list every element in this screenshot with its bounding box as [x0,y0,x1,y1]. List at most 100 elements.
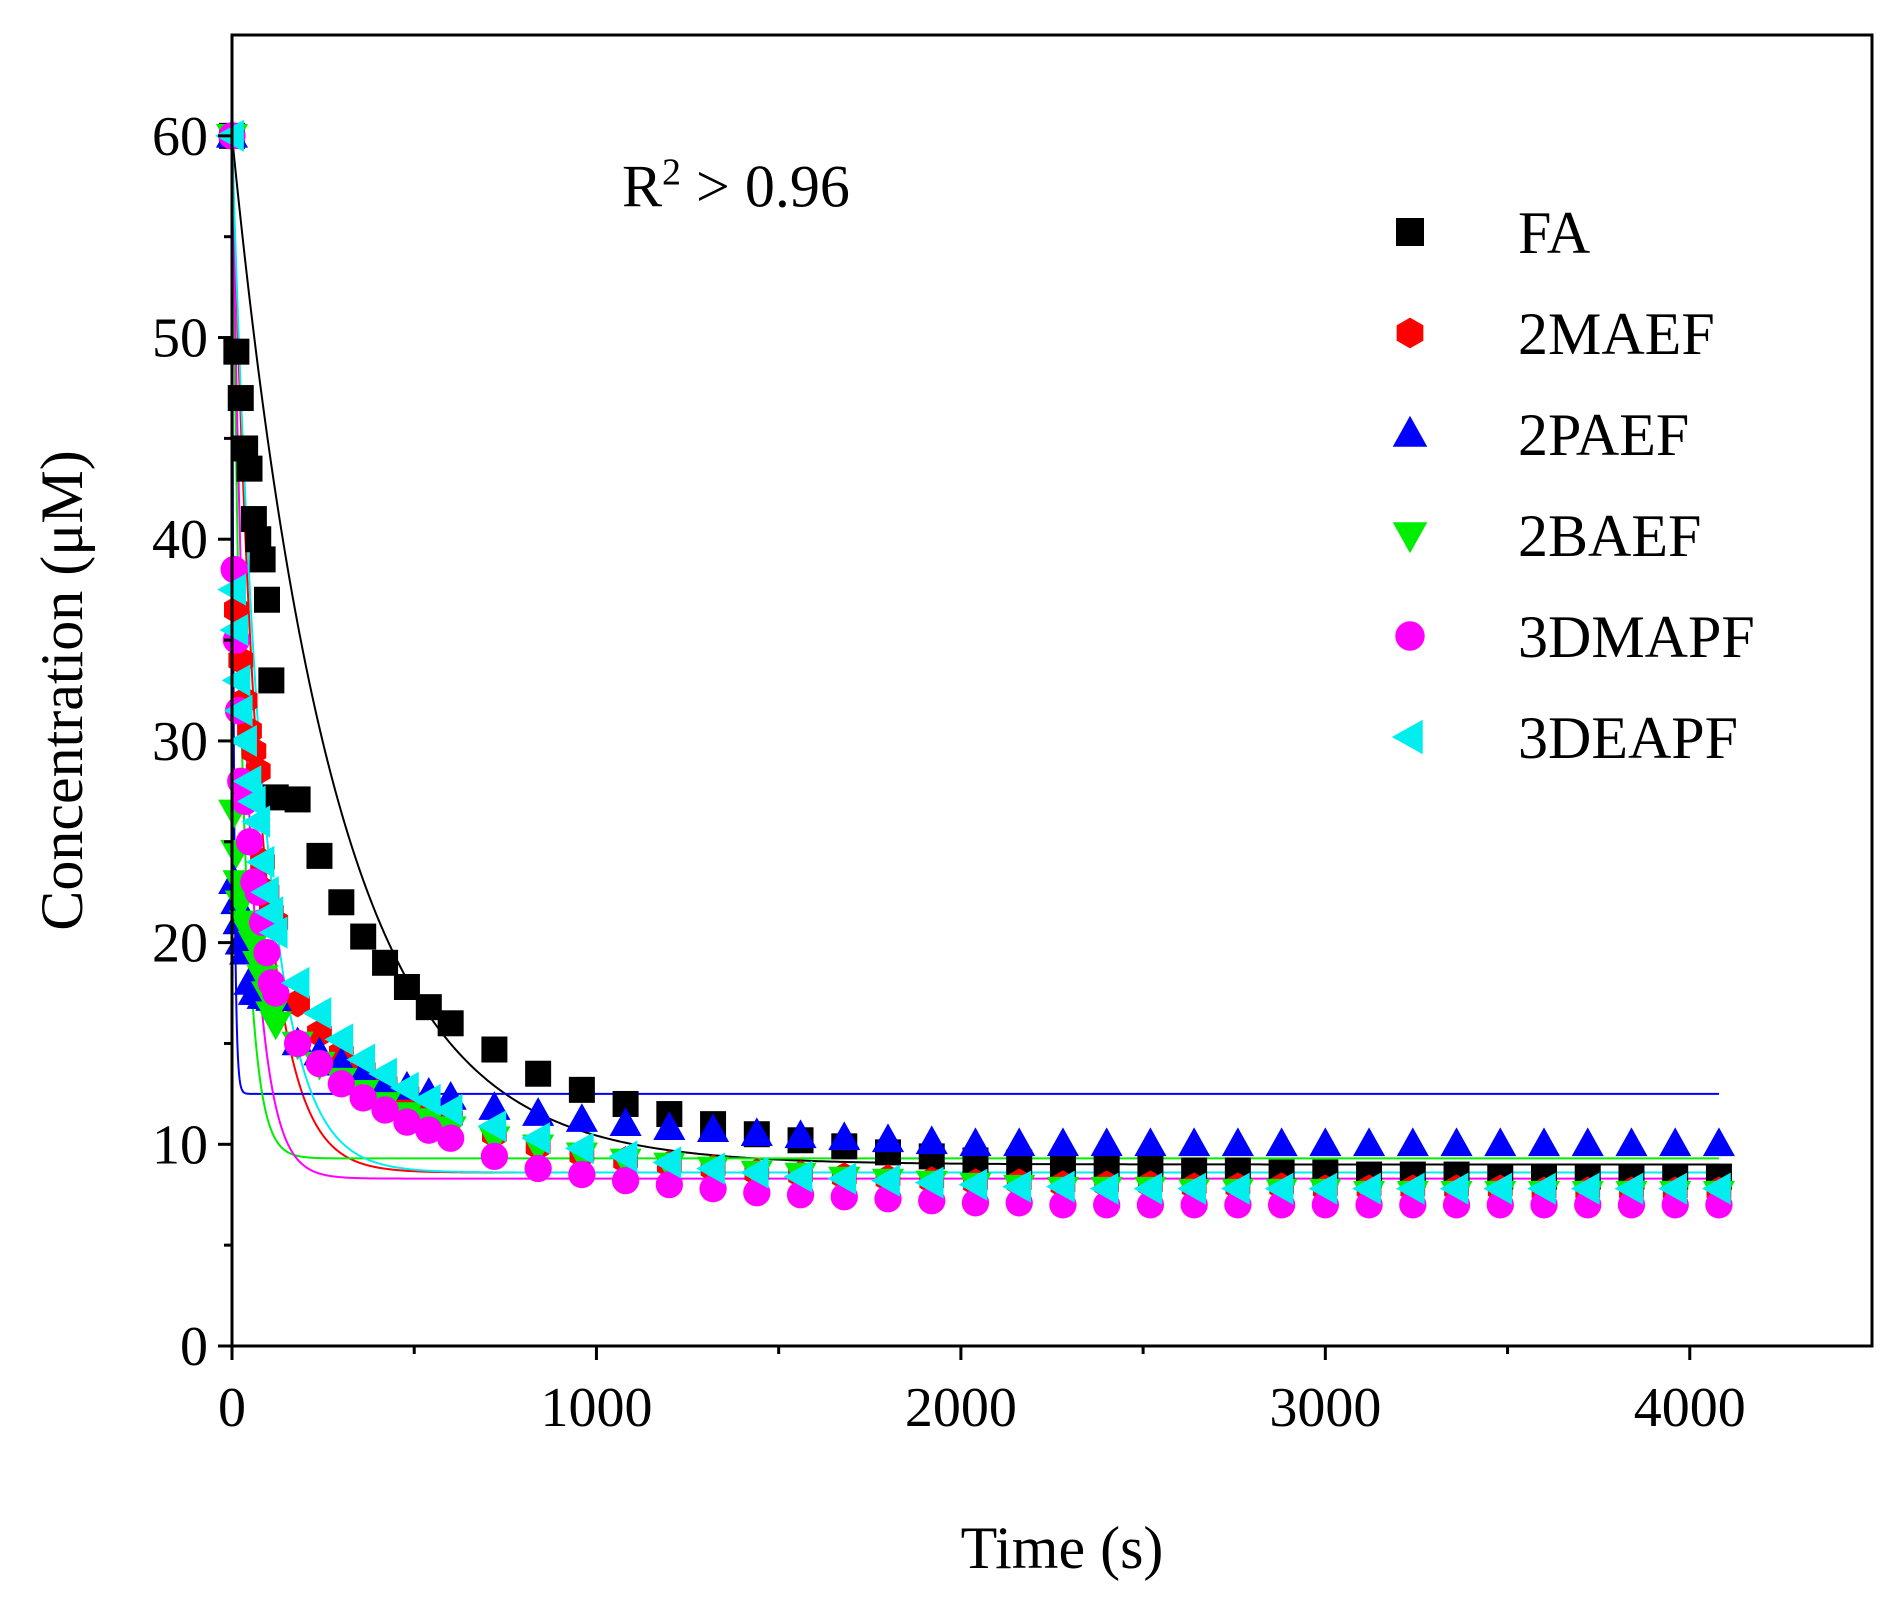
data-point [915,1125,948,1155]
y-tick-label: 30 [152,711,208,773]
data-point [740,1117,773,1147]
data-point [609,1107,642,1136]
data-point [393,1108,421,1136]
data-point [565,1103,598,1132]
y-tick-label: 40 [152,509,208,571]
data-point [1571,1127,1604,1157]
data-point [411,1083,441,1116]
legend-label: 2MAEF [1518,301,1715,367]
data-point [347,1056,380,1086]
data-point [393,973,420,1000]
data-point [1702,1127,1735,1157]
data-point [1090,1127,1123,1157]
data-point [236,785,266,818]
data-point [415,1116,443,1144]
data-point [1178,1127,1211,1157]
data-point [437,1124,465,1152]
legend-item-2baef: 2BAEF [1392,503,1701,569]
data-point [1002,1170,1032,1203]
plot-frame [230,33,1874,1348]
data-point [241,805,271,838]
data-point [258,916,288,949]
data-point [306,842,333,869]
y-tick-label: 0 [180,1316,208,1378]
data-point [258,667,285,694]
x-tick-label: 0 [218,1377,246,1439]
data-point [228,724,257,757]
data-point [346,1043,376,1076]
data-point [1133,1172,1163,1205]
data-point [262,784,289,811]
data-point [415,994,442,1021]
data-point [959,1127,992,1157]
legend-label: 3DMAPF [1518,604,1755,670]
data-point [390,1071,419,1104]
data-point [1527,1172,1556,1205]
series-3dmapf [218,122,1733,1219]
data-point [568,1076,595,1103]
data-point [914,1166,944,1199]
data-point [253,939,281,967]
data-point [1308,1172,1338,1205]
data-point [564,1132,594,1165]
data-point [697,1113,730,1143]
data-point [223,338,250,365]
legend-item-3dmapf: 3DMAPF [1395,604,1755,670]
data-point [235,828,264,856]
fit-curve-2paef [231,135,1719,1095]
data-point [1353,1127,1386,1157]
data-point [699,1175,727,1203]
data-point [524,1154,552,1183]
data-point [249,546,276,573]
x-tick-label: 1000 [540,1377,652,1439]
data-point [655,1170,683,1199]
legend-label: 2BAEF [1518,503,1701,569]
fit-curve-2baef [231,135,1719,1160]
data-point [743,1179,771,1207]
data-point [696,1152,725,1185]
data-point [237,930,270,960]
data-point [305,1049,334,1078]
data-point [652,1146,682,1179]
data-point [1220,1172,1250,1205]
data-point [1570,1172,1600,1205]
series-2baef [215,124,1735,1210]
data-point [1134,1127,1167,1157]
data-point [283,1029,312,1058]
data-point [1614,1172,1644,1205]
data-point [221,664,251,697]
data-point [245,845,275,878]
data-point [1395,1172,1425,1205]
legend-marker [1395,621,1425,651]
data-point [784,1119,817,1149]
data-point [568,1160,596,1189]
series-3deapf [215,119,1731,1205]
data-point [871,1164,900,1197]
data-point [433,1093,463,1127]
data-point [611,1166,640,1195]
series-fa [219,122,1732,1190]
x-tick-label: 3000 [1269,1377,1381,1439]
series-2paef [215,118,1735,1157]
data-point [1089,1172,1119,1205]
legend-marker [1396,317,1424,349]
data-point [1439,1172,1469,1205]
legend-marker [1396,218,1424,246]
data-point [328,889,355,916]
data-point [350,923,377,950]
legend-marker [1392,415,1428,447]
legend-item-2maef: 2MAEF [1396,301,1715,367]
legend-item-2paef: 2PAEF [1392,402,1689,468]
data-point [1265,1127,1298,1157]
plot-frame-group [230,33,1874,1348]
data-point [525,1060,552,1087]
data-points-group [215,118,1735,1219]
data-point [1003,1127,1036,1157]
data-point [327,1070,355,1098]
data-point [349,1084,377,1112]
data-point [302,997,332,1030]
data-point [1177,1172,1206,1205]
r-squared-threshold: > 0.96 [681,153,850,219]
data-point [223,694,253,727]
